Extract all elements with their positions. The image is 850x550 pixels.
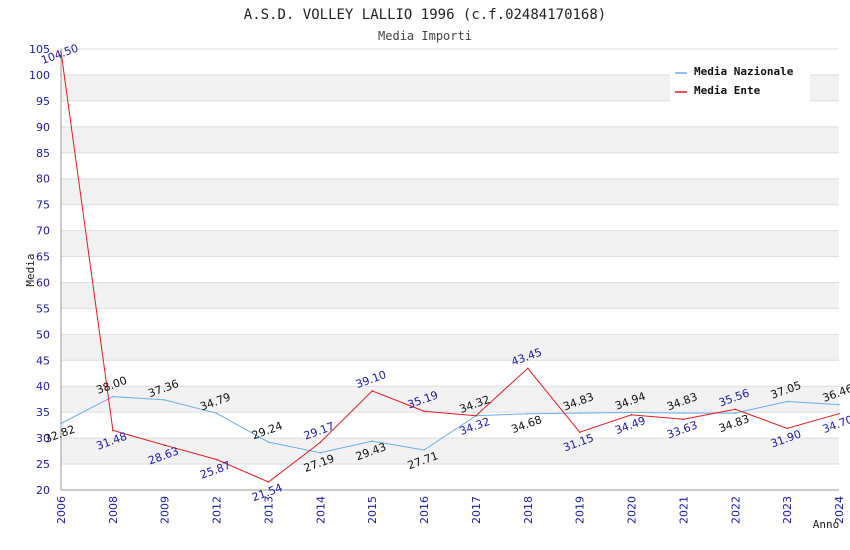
- data-point: [215, 458, 218, 461]
- x-tick-label: 2006: [55, 496, 68, 524]
- data-point: [734, 408, 737, 411]
- x-tick-labels: 2006 2008 2009 2012 2013 2014 2015 2016 2017 2018…: [55, 496, 846, 524]
- data-point: [786, 427, 788, 430]
- grid-band: [61, 308, 839, 335]
- x-axis-label: Anno: [813, 518, 840, 531]
- legend-box: [670, 60, 810, 102]
- data-point: [786, 400, 788, 403]
- y-tick-label: 95: [36, 95, 50, 108]
- y-tick-label: 100: [29, 69, 50, 82]
- data-point: [838, 412, 840, 415]
- grid-band: [61, 438, 839, 465]
- grid-lines: [61, 48, 839, 491]
- data-point: [578, 412, 581, 414]
- data-point: [267, 441, 270, 443]
- x-tick-label: 2017: [470, 496, 483, 524]
- data-point: [630, 414, 633, 416]
- y-tick-label: 25: [36, 458, 50, 471]
- data-point: [215, 412, 218, 415]
- data-point: [163, 444, 166, 447]
- data-point: [527, 367, 529, 370]
- y-tick-label: 65: [36, 251, 50, 264]
- grid-band: [61, 230, 839, 257]
- data-point: [423, 449, 425, 451]
- grid-band: [61, 282, 839, 309]
- y-tick-label: 30: [36, 432, 50, 445]
- x-tick-label: 2016: [418, 496, 431, 524]
- series-line-media-ente: [60, 51, 840, 483]
- y-tick-label: 105: [29, 43, 50, 56]
- data-point: [112, 429, 114, 432]
- grid-band: [61, 360, 839, 387]
- data-point: [60, 50, 62, 53]
- grid-band: [61, 100, 839, 127]
- y-tick-label: 85: [36, 147, 50, 160]
- data-point: [734, 412, 737, 414]
- grid-band: [61, 126, 839, 153]
- grid-band: [61, 386, 839, 413]
- x-tick-label: 2024: [833, 496, 846, 524]
- y-tick-label: 60: [36, 276, 50, 289]
- y-tick-label: 80: [36, 173, 50, 186]
- grid-bands: [61, 49, 839, 490]
- x-tick-label: 2021: [677, 496, 690, 524]
- y-tick-label: 40: [36, 380, 50, 393]
- y-tick-label: 50: [36, 328, 50, 341]
- x-tick-label: 2009: [159, 496, 172, 524]
- data-point: [267, 481, 270, 483]
- x-tick-label: 2012: [211, 496, 224, 524]
- y-tick-label: 75: [36, 199, 50, 212]
- data-point: [838, 403, 840, 406]
- y-tick-label: 90: [36, 121, 50, 134]
- legend-label-media-ente: Media Ente: [694, 84, 761, 97]
- chart-subtitle: Media Importi: [378, 29, 472, 43]
- data-point: [630, 411, 633, 414]
- x-tick-label: 2020: [626, 496, 639, 524]
- legend-label-media-nazionale: Media Nazionale: [694, 65, 794, 78]
- chart-title: A.S.D. VOLLEY LALLIO 1996 (c.f.024841701…: [244, 7, 606, 23]
- x-tick-label: 2015: [366, 496, 379, 524]
- data-point: [163, 399, 166, 401]
- grid-band: [61, 464, 839, 490]
- x-tick-label: 2014: [314, 496, 327, 524]
- x-tick-label: 2013: [262, 496, 275, 524]
- data-point: [371, 440, 374, 442]
- x-tick-label: 2018: [522, 496, 535, 524]
- data-point: [319, 451, 322, 454]
- data-point: [578, 431, 581, 433]
- data-point: [475, 414, 477, 417]
- series-layer: [60, 50, 840, 483]
- y-tick-label: 45: [36, 354, 50, 367]
- y-tick-label: 20: [36, 484, 50, 497]
- grid-band: [61, 412, 839, 439]
- data-point: [527, 413, 529, 415]
- data-point: [112, 395, 114, 398]
- data-point: [60, 422, 62, 425]
- x-tick-label: 2023: [781, 496, 794, 524]
- x-tick-label: 2022: [729, 496, 742, 524]
- grid-band: [61, 334, 839, 361]
- data-point: [371, 390, 374, 392]
- x-tick-label: 2008: [107, 496, 120, 524]
- x-tick-label: 2019: [574, 496, 587, 524]
- data-point: [682, 412, 685, 414]
- grid-band: [61, 152, 839, 179]
- series-line-media-nazionale: [60, 396, 840, 454]
- legend: Media Nazionale Media Ente: [670, 60, 810, 102]
- data-point: [423, 410, 425, 412]
- data-point: [682, 418, 685, 421]
- grid-band: [61, 204, 839, 231]
- grid-band: [61, 256, 839, 283]
- data-point: [319, 441, 322, 444]
- y-tick-labels: 20 25 30 35 40 45 50 55 60 65 70 75 80 85 90 95 100 105: [29, 43, 50, 497]
- y-tick-label: 55: [36, 302, 50, 315]
- y-axis-label: Media: [24, 253, 37, 286]
- y-tick-label: 70: [36, 225, 50, 238]
- grid-band: [61, 178, 839, 205]
- y-tick-label: 35: [36, 406, 50, 419]
